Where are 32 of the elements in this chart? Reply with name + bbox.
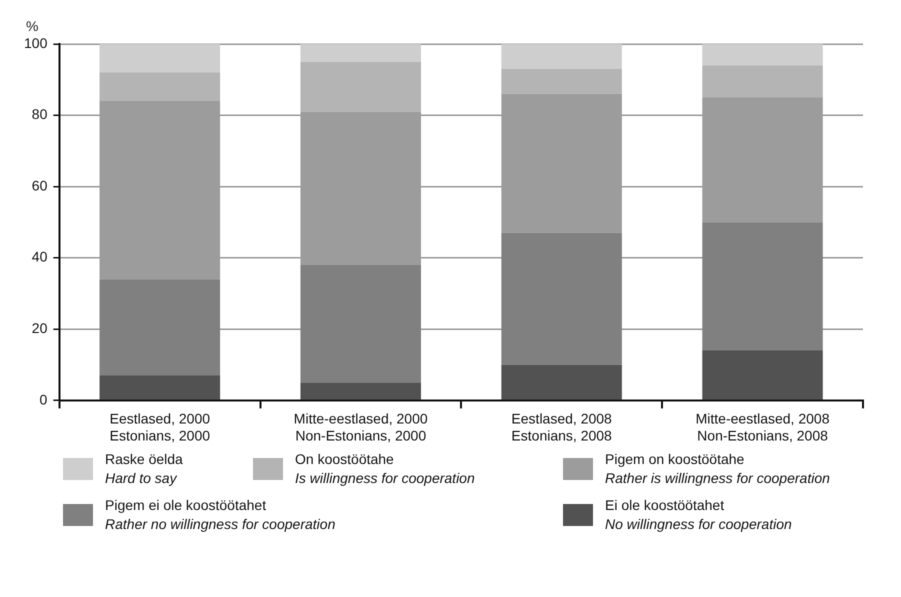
legend-label: Pigem ei ole koostöötahet Rather no willingness for cooperation xyxy=(105,496,336,534)
y-tick-label: 40 xyxy=(32,248,48,265)
bar xyxy=(702,44,823,66)
bar xyxy=(501,68,622,94)
bar xyxy=(100,72,220,102)
bar xyxy=(100,44,220,73)
x-tick-label: Eestlased, 2000 Estonians, 2000 xyxy=(110,410,210,444)
bar xyxy=(300,264,421,383)
y-tick-label: 80 xyxy=(32,106,48,122)
x-tick-label: Mitte-eestlased, 2000 Non-Estonians, 2000 xyxy=(294,410,428,444)
y-tick-label: 20 xyxy=(32,320,48,336)
bar xyxy=(300,62,421,112)
bar xyxy=(702,65,823,98)
legend-label: On koostöötahe Is willingness for cooperation xyxy=(295,450,475,488)
bar xyxy=(501,44,622,69)
y-tick-label: 0 xyxy=(40,391,48,408)
bar xyxy=(501,232,622,365)
x-tick-label: Eestlased, 2008 Estonians, 2008 xyxy=(511,410,612,444)
bar xyxy=(100,279,220,376)
bar xyxy=(702,222,823,351)
bar xyxy=(501,364,622,400)
legend-label: Ei ole koostöötahet No willingness for cooperation xyxy=(605,496,792,534)
y-axis-title: % xyxy=(26,18,38,34)
legend-label: Raske öelda Hard to say xyxy=(105,450,183,488)
bar xyxy=(702,350,823,400)
legend-label: Pigem on koostöötahe Rather is willingness for cooperation xyxy=(605,450,830,488)
y-tick-label: 100 xyxy=(24,34,48,51)
bar xyxy=(100,375,220,400)
x-tick-label: Mitte-eestlased, 2008 Non-Estonians, 2008 xyxy=(696,410,830,444)
y-tick-label: 60 xyxy=(32,177,48,194)
bar xyxy=(300,44,421,62)
bar xyxy=(300,382,421,400)
